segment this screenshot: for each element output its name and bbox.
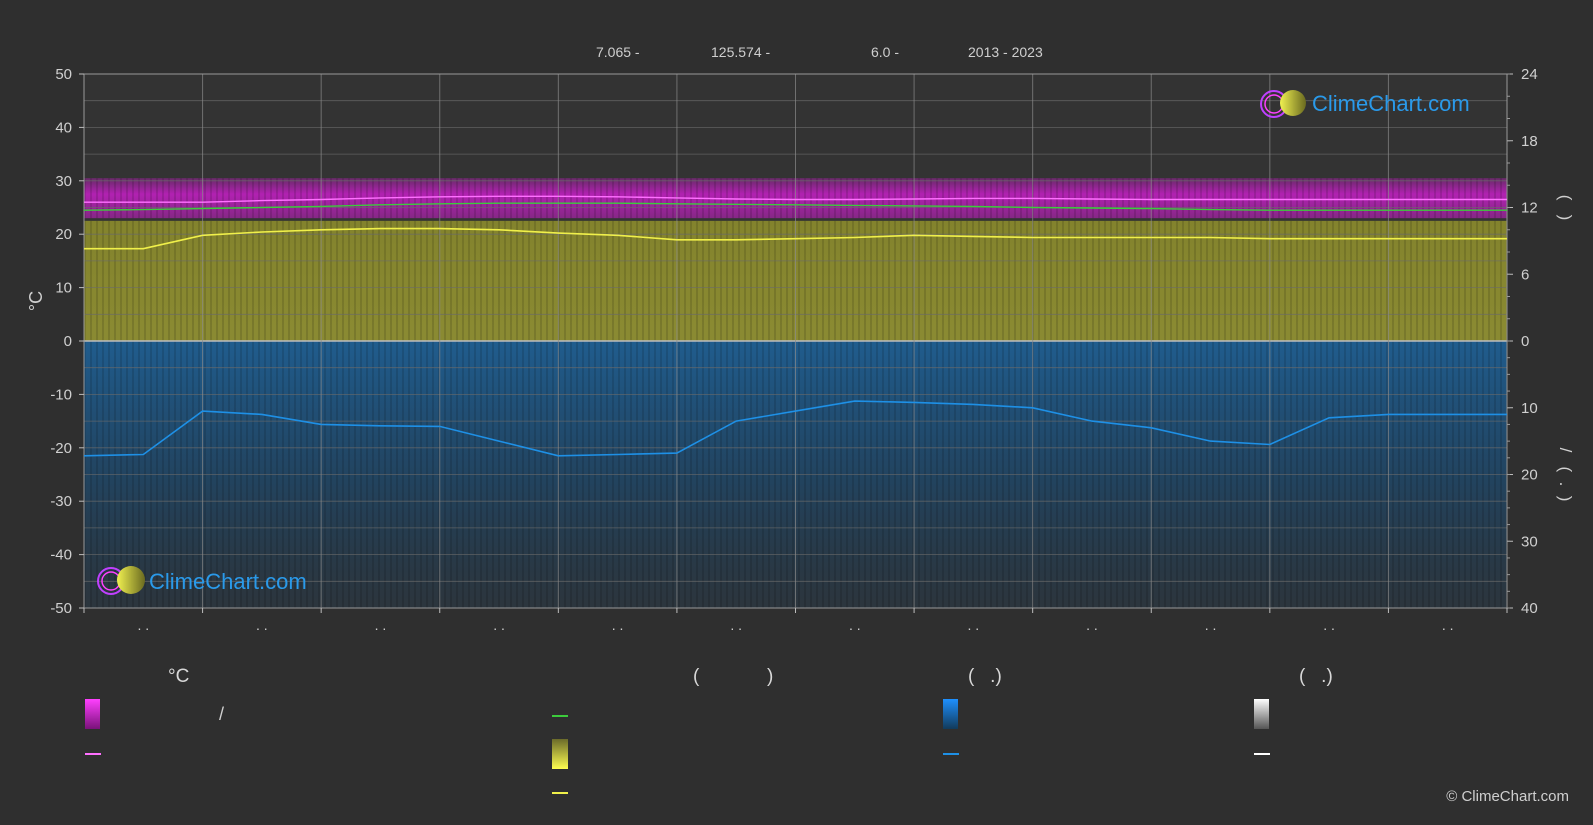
x-tick-label: . . <box>1323 617 1335 633</box>
y-right-axis-label-upper: ( ) <box>1556 195 1575 221</box>
legend-sun-heading-close: ) <box>767 666 774 687</box>
legend-temp-heading: °C <box>168 666 190 687</box>
header-lon: 125.574 - <box>711 44 771 60</box>
x-tick-label: . . <box>730 617 742 633</box>
dew-point-line <box>83 202 1507 211</box>
sunshine-hours-line <box>84 227 1507 250</box>
logo-top: ClimeChart.com <box>1260 90 1470 118</box>
copyright: © ClimeChart.com <box>1446 788 1569 805</box>
y-right-tick-label: 6 <box>1521 266 1529 283</box>
y-left-tick-label: -40 <box>50 547 72 564</box>
header-years: 2013 - 2023 <box>968 44 1043 60</box>
y-left-tick-label: -50 <box>50 600 72 617</box>
legend-swatch-sunshine <box>552 739 568 769</box>
x-tick-label: . . <box>137 617 149 633</box>
y-left-tick-label: -30 <box>50 493 72 510</box>
legend-swatch-temp-range <box>85 699 100 729</box>
y-right-tick-label: 30 <box>1521 533 1538 550</box>
y-right-axis-label-lower: / ( . ) <box>1556 448 1575 502</box>
y-left-tick-label: 40 <box>55 119 72 136</box>
x-tick-label: . . <box>849 617 861 633</box>
logo-sun-icon <box>1280 90 1306 116</box>
legend-line-dew-point <box>552 715 568 717</box>
x-tick-label: . . <box>1205 617 1217 633</box>
y-left-tick-label: 20 <box>55 226 72 243</box>
temperature-max-line <box>84 195 1507 203</box>
legend-rain-heading: ( .) <box>968 666 1002 687</box>
y-right-tick-label: 12 <box>1521 200 1538 217</box>
y-left-tick-label: 50 <box>55 66 72 83</box>
y-left-tick-label: 0 <box>64 333 72 350</box>
legend-line-temp-max <box>85 753 101 755</box>
y-left-axis-label: °C <box>26 291 46 311</box>
logo-bottom: ClimeChart.com <box>97 566 307 595</box>
x-tick-label: . . <box>375 617 387 633</box>
y-right-tick-label: 40 <box>1521 600 1538 617</box>
y-left-tick-label: 10 <box>55 280 72 297</box>
legend-line-sunshine <box>552 792 568 794</box>
legend-temp-slash: / <box>219 704 225 724</box>
y-right-tick-label: 18 <box>1521 133 1538 150</box>
legend-swatch-rain <box>943 699 958 729</box>
logo-text-bottom: ClimeChart.com <box>149 569 307 594</box>
header-elev: 6.0 - <box>871 44 900 60</box>
logo-sun-icon <box>117 566 145 594</box>
x-tick-label: . . <box>493 617 505 633</box>
legend-sun-heading-open: ( <box>693 666 700 687</box>
x-tick-label: . . <box>1086 617 1098 633</box>
legend-line-snow <box>1254 753 1270 755</box>
y-right-tick-label: 20 <box>1521 467 1538 484</box>
legend-swatch-snow <box>1254 699 1269 729</box>
x-tick-label: . . <box>256 617 268 633</box>
y-right-tick-label: 10 <box>1521 400 1538 417</box>
x-tick-label: . . <box>1442 617 1454 633</box>
y-left-tick-label: 30 <box>55 173 72 190</box>
x-tick-label: . . <box>612 617 624 633</box>
y-left-tick-label: -10 <box>50 386 72 403</box>
precipitation-line <box>83 400 1507 457</box>
logo-text-top: ClimeChart.com <box>1312 91 1470 116</box>
legend-line-rain <box>943 753 959 755</box>
y-left-tick-label: -20 <box>50 440 72 457</box>
x-tick-label: . . <box>968 617 980 633</box>
y-right-tick-label: 0 <box>1521 333 1529 350</box>
legend-snow-heading: ( .) <box>1299 666 1333 687</box>
y-right-tick-label: 24 <box>1521 66 1538 83</box>
header-lat: 7.065 - <box>596 44 640 60</box>
